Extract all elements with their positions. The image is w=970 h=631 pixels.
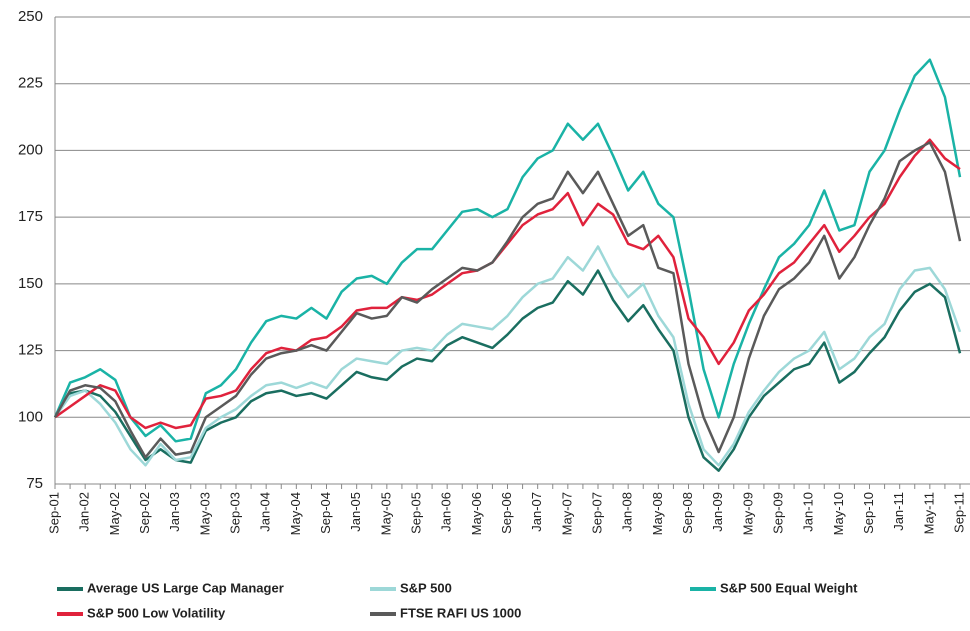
x-tick-label: Jan-03 [167, 492, 182, 532]
y-tick-label: 250 [18, 8, 43, 25]
legend-label: Average US Large Cap Manager [87, 580, 284, 595]
y-tick-label: 75 [26, 475, 43, 492]
legend-label: S&P 500 [400, 580, 452, 595]
x-tick-label: Jan-06 [439, 492, 454, 532]
legend-label: FTSE RAFI US 1000 [400, 605, 521, 620]
x-tick-label: May-11 [921, 492, 936, 534]
y-tick-label: 175 [18, 208, 43, 225]
x-tick-label: Sep-01 [46, 492, 61, 534]
x-tick-label: Jan-11 [891, 492, 906, 531]
x-tick-label: Sep-06 [499, 492, 514, 534]
series-line [53, 269, 962, 472]
x-tick-label: Sep-03 [227, 492, 242, 534]
x-tick-label: Sep-02 [137, 492, 152, 534]
x-tick-label: May-04 [288, 492, 303, 535]
y-tick-label: 225 [18, 75, 43, 92]
x-tick-label: May-05 [378, 492, 393, 535]
x-tick-label: Jan-09 [710, 492, 725, 532]
x-tick-label: Sep-11 [951, 492, 966, 533]
x-tick-label: Jan-08 [620, 492, 635, 532]
series-line [54, 138, 961, 430]
x-tick-label: Jan-04 [258, 492, 273, 532]
x-tick-label: May-09 [740, 492, 755, 535]
y-tick-label: 200 [18, 141, 43, 158]
series-line [53, 58, 962, 443]
x-tick-label: Sep-04 [318, 492, 333, 534]
x-tick-label: Sep-09 [770, 492, 785, 534]
x-tick-label: Jan-07 [529, 492, 544, 532]
x-tick-label: Jan-02 [77, 492, 92, 532]
x-tick-label: Jan-10 [801, 492, 816, 532]
x-tick-label: May-03 [197, 492, 212, 535]
x-tick-label: May-06 [469, 492, 484, 535]
legend-label: S&P 500 Equal Weight [720, 580, 858, 595]
x-tick-label: Jan-05 [348, 492, 363, 532]
y-tick-label: 125 [18, 342, 43, 359]
x-tick-label: May-10 [831, 492, 846, 535]
legend-label: S&P 500 Low Volatility [87, 605, 226, 620]
series-line [53, 245, 962, 467]
y-tick-label: 100 [18, 408, 43, 425]
x-tick-label: May-08 [650, 492, 665, 535]
x-tick-label: Sep-05 [408, 492, 423, 534]
x-tick-label: May-07 [559, 492, 574, 535]
x-tick-label: Sep-10 [861, 492, 876, 534]
x-tick-label: May-02 [107, 492, 122, 535]
x-tick-label: Sep-07 [589, 492, 604, 534]
x-tick-label: Sep-08 [680, 492, 695, 534]
series-line [53, 141, 962, 459]
y-tick-label: 150 [18, 275, 43, 292]
